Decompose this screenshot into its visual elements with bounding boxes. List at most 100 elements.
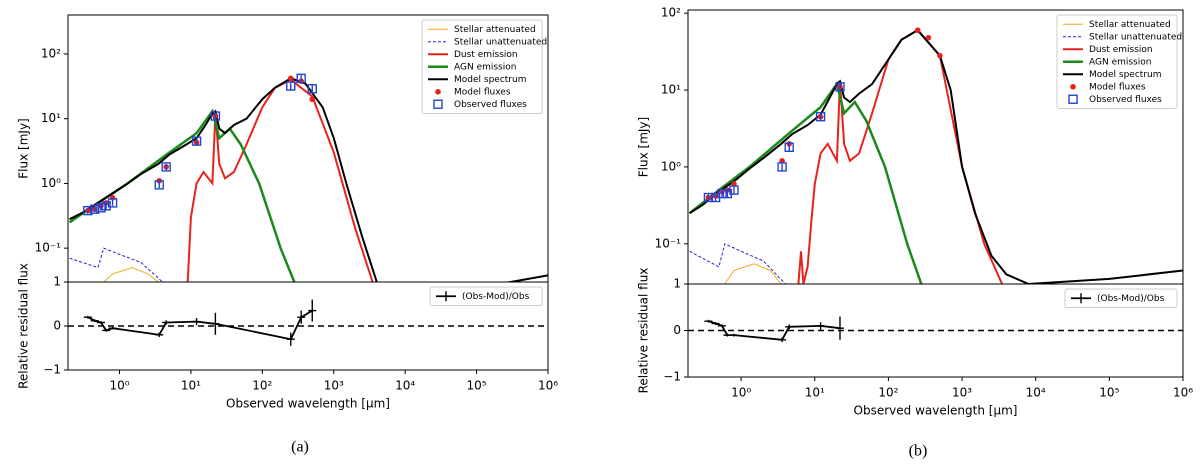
x-tick-label: 10⁶ [1173,386,1193,400]
observed-flux [296,73,306,84]
observed-flux [161,162,171,172]
model-flux [309,96,316,103]
plot-area [68,299,548,346]
x-tick-label: 10⁵ [467,379,487,393]
model-flux [937,52,943,59]
legend-box [421,19,543,114]
plot-area [688,316,1183,343]
y-tick-label: 1 [673,277,681,291]
y-tick-label: 10⁻¹ [35,241,62,255]
x-tick-label: 10³ [324,379,344,393]
observed-flux [286,81,296,91]
y-tick-label: −1 [663,370,681,384]
series-line [689,243,786,284]
legend-label: Dust emission [1089,45,1153,55]
series-line [68,108,296,282]
observed-flux [784,142,794,153]
y-tick-label: 10¹ [41,111,61,125]
x-tick-label: 10¹ [181,379,201,393]
y-tick-label: 10⁻¹ [655,236,682,250]
series-line [689,28,1183,284]
residual-line [87,309,313,341]
caption: (b) [909,443,928,460]
y-tick-label: −1 [43,363,61,377]
plot-frame [687,283,1184,378]
legend-swatch [1070,83,1076,90]
legend-label: (Obs-Mod)/Obs [1097,294,1165,304]
y-tick-label: 10² [661,6,681,20]
observed-flux [90,204,100,214]
x-tick-label: 10⁵ [1099,386,1119,400]
x-tick-label: 10² [252,379,272,393]
x-axis-label: Observed wavelength [μm] [226,397,390,411]
x-tick-label: 10² [878,386,898,400]
observed-flux [210,111,221,121]
legend-label: Dust emission [454,50,518,60]
observed-flux [717,188,727,199]
y-tick-label: 10² [41,46,61,60]
plot-frame [67,281,549,371]
observed-flux [703,192,714,203]
plot-area [68,73,548,282]
observed-flux [307,84,317,94]
observed-flux [96,203,106,213]
y-axis-label: Flux [mJy] [17,118,31,178]
series-line [69,77,548,282]
y-axis-label: Relative residual flux [637,268,651,394]
x-tick-label: 10⁶ [538,379,558,393]
y-tick-label: 10⁰ [41,176,61,190]
model-flux [109,194,116,201]
legend-label: Model fluxes [454,87,511,97]
y-axis-label: Relative residual flux [17,263,31,389]
series-line [688,81,923,284]
x-axis-label: Observed wavelength [μm] [854,404,1018,418]
model-flux [925,34,932,41]
y-tick-label: 1 [53,275,61,289]
legend-label: Stellar attenuated [454,25,536,35]
legend-label: Model fluxes [1089,82,1146,92]
legend-label: AGN emission [1089,57,1151,67]
observed-flux [107,198,118,208]
legend-swatch [435,88,441,95]
legend-box [429,286,543,306]
caption: (a) [291,439,309,456]
y-tick-label: 10⁰ [661,159,681,173]
legend-label: AGN emission [454,62,516,72]
observed-flux [154,180,164,190]
x-tick-label: 10⁴ [1026,386,1046,400]
y-tick-label: 10¹ [661,83,681,97]
series-line [186,78,374,282]
x-tick-label: 10¹ [805,386,825,400]
legend-label: Observed fluxes [454,100,527,110]
legend-label: Stellar unattenuated [1089,32,1182,42]
observed-flux [191,136,202,146]
legend-label: Stellar unattenuated [454,37,547,47]
y-axis-label: Flux [mJy] [637,117,651,177]
legend-label: Model spectrum [1089,70,1161,80]
legend-box [1056,14,1178,109]
legend-box [1064,288,1178,308]
observed-flux [835,82,845,92]
y-tick-label: 0 [53,319,61,333]
series-line [103,267,159,282]
legend-label: (Obs-Mod)/Obs [462,292,530,302]
x-tick-label: 10³ [952,386,972,400]
observed-flux [101,201,111,211]
legend-label: Model spectrum [454,75,526,85]
observed-flux [83,205,93,216]
model-flux [914,27,921,34]
observed-flux [777,162,787,172]
observed-flux [815,112,826,122]
observed-flux [729,185,739,195]
legend-label: Stellar attenuated [1089,20,1171,30]
series-line [724,263,782,284]
series-line [69,247,163,282]
y-tick-label: 0 [673,323,681,337]
x-tick-label: 10⁴ [395,379,415,393]
model-flux [287,75,294,82]
x-tick-label: 10⁰ [109,379,129,393]
legend-swatch [433,99,443,109]
x-tick-label: 10⁰ [731,386,751,400]
series-line [797,28,1004,284]
